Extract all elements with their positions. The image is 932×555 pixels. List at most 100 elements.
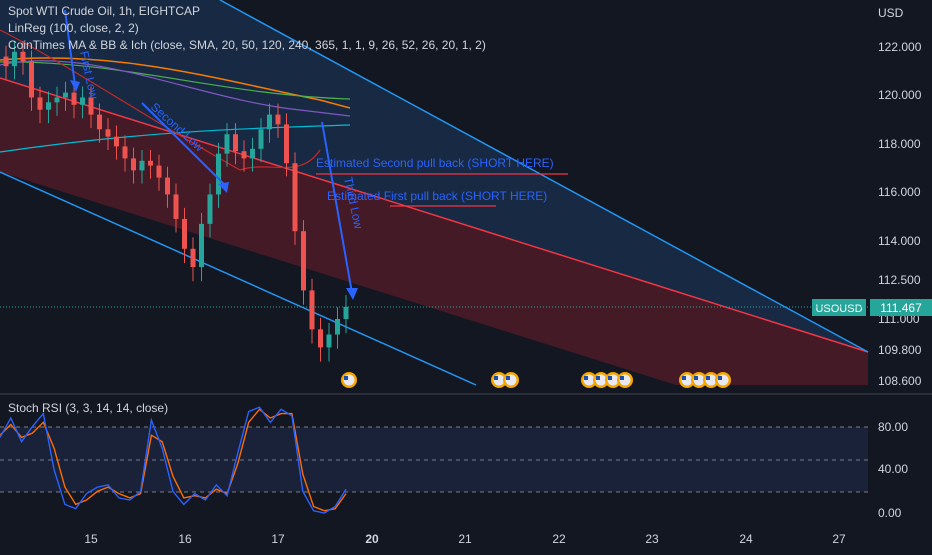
regression-lower-line xyxy=(0,171,477,386)
candles-group xyxy=(3,40,349,362)
event-flag-canton xyxy=(584,376,588,380)
second-pullback-note: Estimated Second pull back (SHORT HERE) xyxy=(316,156,554,170)
candle-body xyxy=(29,61,34,98)
candle-body xyxy=(114,136,119,147)
price-tick-label: 112.500 xyxy=(878,273,921,287)
time-tick-label: 17 xyxy=(271,532,285,546)
candle-body xyxy=(182,218,187,249)
ma-green-line xyxy=(0,61,351,100)
event-flag-canton xyxy=(718,376,722,380)
candle-body xyxy=(131,158,136,171)
first-pullback-note: Estimated First pull back (SHORT HERE) xyxy=(327,189,547,203)
time-tick-label: 23 xyxy=(645,532,659,546)
candle-body xyxy=(267,114,272,130)
candle-body xyxy=(309,290,315,330)
rsi-tick-label: 0.00 xyxy=(878,506,902,520)
event-flag-canton xyxy=(682,376,686,380)
price-tag-value: 111.467 xyxy=(880,301,922,315)
currency-label: USD xyxy=(878,6,904,20)
stoch-rsi-title[interactable]: Stoch RSI (3, 3, 14, 14, close) xyxy=(8,401,169,415)
time-tick-label: 15 xyxy=(84,532,98,546)
first-low-arrow-head xyxy=(70,80,80,92)
third-low-arrow-head xyxy=(346,288,358,300)
event-flag-canton xyxy=(694,376,698,380)
candle-body xyxy=(258,129,264,149)
candle-body xyxy=(241,151,247,159)
event-flag-canton xyxy=(620,376,624,380)
regression-upper-line xyxy=(219,0,869,353)
linreg-indicator-label[interactable]: LinReg (100, close, 2, 2) xyxy=(8,21,139,35)
candle-body xyxy=(301,231,306,291)
time-axis: 15 16 17 20 21 22 23 24 27 xyxy=(84,532,846,546)
price-tick-label: 116.000 xyxy=(878,185,921,199)
rsi-tick-label: 80.00 xyxy=(878,420,908,434)
candle-body xyxy=(250,148,255,159)
candle-body xyxy=(12,51,17,67)
price-tick-label: 120.000 xyxy=(878,88,922,102)
candle-body xyxy=(292,163,298,232)
time-tick-label: 20 xyxy=(365,532,379,546)
event-flags-group xyxy=(341,372,731,388)
time-tick-label: 21 xyxy=(458,532,472,546)
candle-body xyxy=(207,194,213,224)
ma-cyan-line xyxy=(0,124,351,153)
candle-body xyxy=(318,329,323,348)
first-low-arrow xyxy=(64,9,76,86)
candle-body xyxy=(88,97,94,115)
candle-body xyxy=(122,146,128,159)
candle-body xyxy=(173,194,179,219)
candle-body xyxy=(343,306,349,319)
price-tag xyxy=(870,299,932,316)
candle-body xyxy=(275,114,281,125)
time-tick-label: 16 xyxy=(178,532,192,546)
candle-body xyxy=(335,319,340,335)
candle-body xyxy=(148,160,153,166)
time-tick-label: 24 xyxy=(739,532,753,546)
price-tick-label: 118.000 xyxy=(878,137,921,151)
price-tick-label: 108.600 xyxy=(878,374,922,388)
event-flag-canton xyxy=(706,376,710,380)
event-flag-canton xyxy=(494,376,498,380)
candle-body xyxy=(326,334,332,348)
event-flag-canton xyxy=(344,376,348,380)
second-low-arrow-head xyxy=(218,182,229,193)
candle-body xyxy=(3,56,9,67)
candle-body xyxy=(199,223,204,267)
price-tick-label: 114.000 xyxy=(878,234,921,248)
candle-body xyxy=(71,92,77,105)
rsi-lines-group xyxy=(0,406,347,514)
chart-title[interactable]: Spot WTI Crude Oil, 1h, EIGHTCAP xyxy=(8,4,201,18)
candle-body xyxy=(233,134,238,152)
candle-body xyxy=(284,124,289,164)
candle-body xyxy=(224,134,230,154)
time-tick-label: 22 xyxy=(552,532,566,546)
candle-body xyxy=(165,177,170,195)
candle-body xyxy=(37,97,43,110)
candle-body xyxy=(54,97,60,103)
third-low-arrow xyxy=(321,121,353,294)
price-tick-label: 109.800 xyxy=(878,343,922,357)
price-tick-label: 122.000 xyxy=(878,40,922,54)
event-flag-canton xyxy=(608,376,612,380)
candle-body xyxy=(139,160,145,171)
ma-purple-line xyxy=(0,60,351,117)
symbol-tag xyxy=(812,299,866,316)
regression-upper-fill xyxy=(0,0,868,352)
rsi-axis: 80.00 40.00 0.00 xyxy=(878,420,908,520)
candle-body xyxy=(190,248,196,267)
candle-body xyxy=(20,51,26,62)
stoch-rsi-k-line xyxy=(0,406,347,514)
candle-body xyxy=(80,97,85,105)
ma-red-line xyxy=(0,29,321,171)
time-tick-label: 27 xyxy=(832,532,846,546)
regression-midline xyxy=(0,77,869,353)
candle-body xyxy=(156,165,162,178)
candle-body xyxy=(46,102,51,110)
event-flag-canton xyxy=(596,376,600,380)
symbol-tag-label: USOUSD xyxy=(815,303,862,315)
rsi-tick-label: 40.00 xyxy=(878,462,908,476)
ma-indicator-label[interactable]: CoinTimes MA & BB & Ich (close, SMA, 20,… xyxy=(8,38,486,52)
candle-body xyxy=(63,92,68,98)
